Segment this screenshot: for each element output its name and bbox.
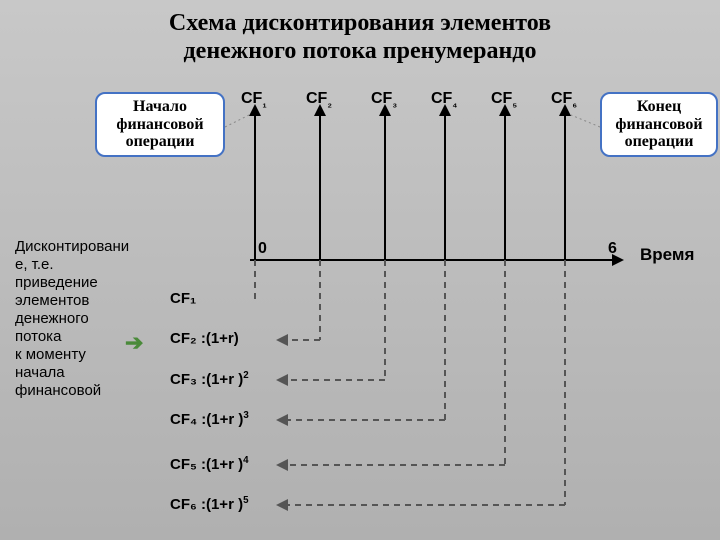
discount-label-3: CF₃ :(1+r )2 xyxy=(170,370,249,388)
cf-label-2: CF₂ xyxy=(306,90,332,110)
diagram-svg xyxy=(0,0,720,540)
discount-label-1: CF₁ xyxy=(170,290,196,307)
cf-label-1: CF₁ xyxy=(241,90,267,110)
discount-label-2: CF₂ :(1+r) xyxy=(170,330,239,347)
cf-label-3: CF₃ xyxy=(371,90,397,110)
discount-label-6: CF₆ :(1+r )5 xyxy=(170,495,249,513)
cf-label-4: CF₄ xyxy=(431,90,457,110)
cf-label-5: CF₅ xyxy=(491,90,517,110)
discount-label-4: CF₄ :(1+r )3 xyxy=(170,410,249,428)
cf-label-6: CF₆ xyxy=(551,90,577,110)
discount-label-5: CF₅ :(1+r )4 xyxy=(170,455,249,473)
